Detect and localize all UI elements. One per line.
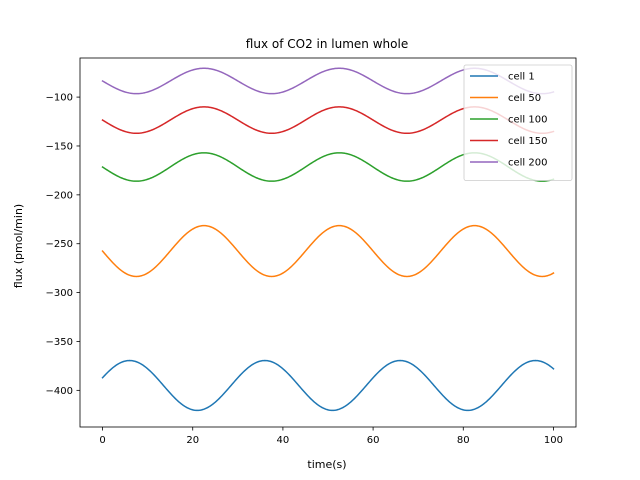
x-tick-label: 100 xyxy=(544,435,563,446)
y-tick-label: −300 xyxy=(46,288,73,299)
y-tick-label: −350 xyxy=(46,337,73,348)
legend-label: cell 100 xyxy=(508,115,547,126)
series-line-cell-1 xyxy=(103,361,554,411)
legend-label: cell 150 xyxy=(508,136,547,147)
y-tick-label: −400 xyxy=(46,386,73,397)
y-tick-label: −150 xyxy=(46,141,73,152)
x-tick-label: 20 xyxy=(186,435,199,446)
series-line-cell-50 xyxy=(103,226,554,277)
x-axis: 0 20 40 60 80 100 xyxy=(99,427,563,446)
y-axis-title: flux (pmol/min) xyxy=(12,204,25,288)
x-tick-label: 0 xyxy=(99,435,105,446)
y-tick-label: −200 xyxy=(46,190,73,201)
x-axis-title: time(s) xyxy=(307,458,346,471)
legend-label: cell 200 xyxy=(508,158,547,169)
chart-title: flux of CO2 in lumen whole xyxy=(246,37,408,51)
legend-label: cell 1 xyxy=(508,72,535,83)
x-tick-label: 80 xyxy=(457,435,470,446)
y-tick-label: −250 xyxy=(46,239,73,250)
legend-label: cell 50 xyxy=(508,93,541,104)
legend: cell 1 cell 50 cell 100 cell 150 cell 200 xyxy=(464,65,572,181)
x-tick-label: 40 xyxy=(277,435,290,446)
x-tick-label: 60 xyxy=(367,435,380,446)
y-axis: −400 −350 −300 −250 −200 −150 −100 xyxy=(46,93,80,397)
y-tick-label: −100 xyxy=(46,93,73,104)
